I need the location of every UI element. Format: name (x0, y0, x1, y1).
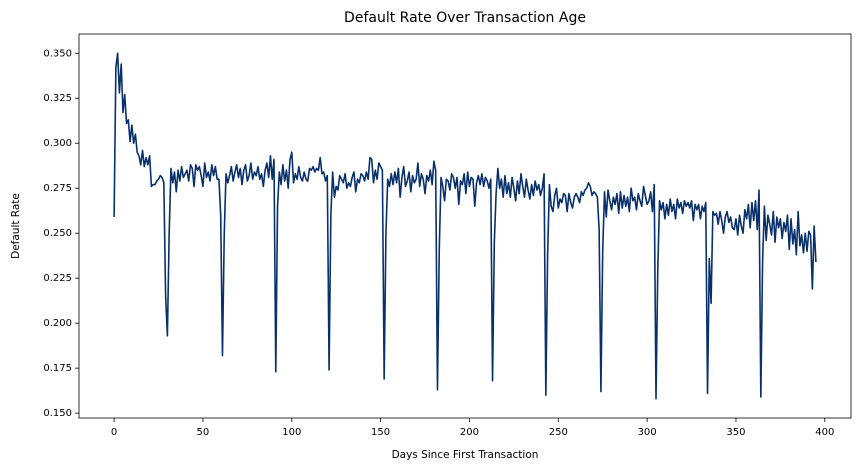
y-axis-label: Default Rate (10, 193, 22, 259)
x-tick-label: 0 (111, 427, 117, 438)
chart-title: Default Rate Over Transaction Age (344, 10, 586, 26)
y-tick-label: 0.325 (43, 93, 72, 104)
y-tick-label: 0.350 (43, 48, 72, 59)
y-tick-label: 0.225 (43, 273, 72, 284)
y-tick-label: 0.175 (43, 363, 72, 374)
x-tick-label: 300 (638, 427, 657, 438)
x-tick-label: 150 (371, 427, 390, 438)
data-line (113, 52, 817, 400)
y-tick-label: 0.250 (43, 228, 72, 239)
y-tick-label: 0.275 (43, 183, 72, 194)
x-tick-label: 350 (726, 427, 745, 438)
y-tick-label: 0.300 (43, 138, 72, 149)
x-tick-label: 400 (815, 427, 834, 438)
x-tick-label: 50 (197, 427, 210, 438)
y-tick-label: 0.200 (43, 318, 72, 329)
x-tick-label: 100 (282, 427, 301, 438)
y-tick-label: 0.150 (43, 408, 72, 419)
x-tick-label: 250 (549, 427, 568, 438)
plot-frame (78, 33, 852, 419)
x-axis-label: Days Since First Transaction (392, 449, 539, 461)
x-tick-label: 200 (460, 427, 479, 438)
